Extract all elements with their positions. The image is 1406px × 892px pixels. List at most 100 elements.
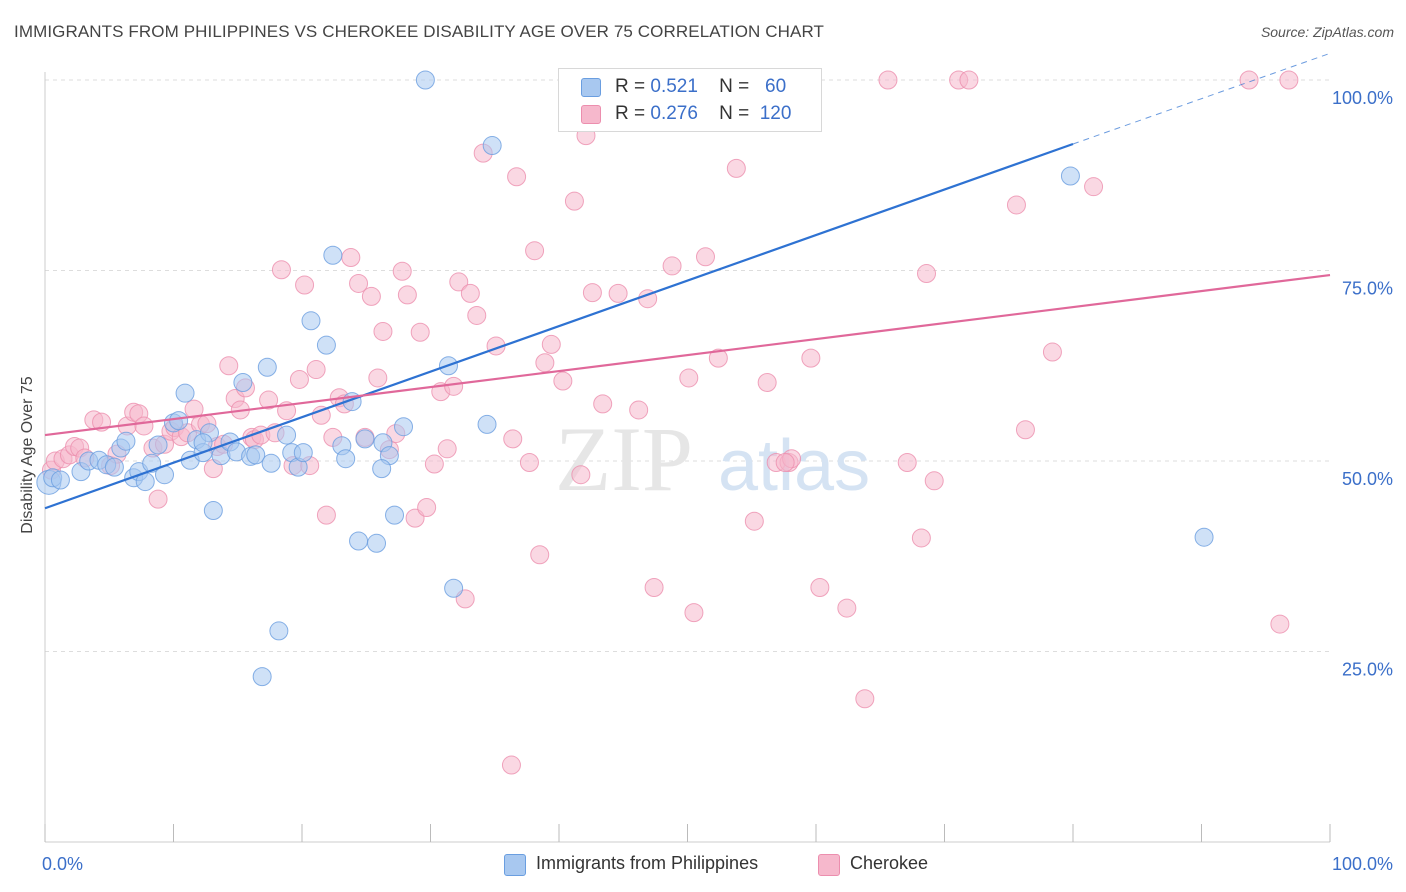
philippines-point — [269, 621, 289, 641]
cherokee-point — [1006, 195, 1026, 215]
cherokee-point — [368, 368, 388, 388]
cherokee-point — [855, 689, 875, 709]
philippines-point — [415, 70, 435, 90]
legend-r-label: R = — [615, 103, 646, 124]
y-tick-label: 25.0% — [1342, 660, 1393, 680]
cherokee-point — [295, 275, 315, 295]
cherokee-point — [726, 158, 746, 178]
y-tick-label: 75.0% — [1342, 279, 1393, 299]
cherokee-point — [571, 465, 591, 485]
cherokee-point — [629, 400, 649, 420]
cherokee-point — [897, 453, 917, 473]
cherokee-point — [341, 248, 361, 268]
cherokee-point — [271, 260, 291, 280]
bottom-legend-swatch-blue — [504, 854, 526, 876]
cherokee-point — [924, 471, 944, 491]
philippines-point — [385, 505, 405, 525]
legend-r-value: 0.276 — [650, 103, 698, 124]
legend-swatch-blue — [581, 78, 601, 97]
legend-n-label: N = — [719, 103, 750, 124]
y-tick-label: 100.0% — [1332, 88, 1393, 108]
cherokee-point — [392, 261, 412, 281]
cherokee-point — [911, 528, 931, 548]
cherokee-point — [306, 360, 326, 380]
cherokee-trendline — [44, 273, 1331, 437]
cherokee-point — [444, 376, 464, 396]
x-tick-label: 0.0% — [42, 854, 83, 874]
source-note: Source: ZipAtlas.com — [1260, 24, 1394, 40]
cherokee-point — [1279, 70, 1299, 90]
philippines-point — [482, 136, 502, 156]
x-tick-label: 100.0% — [1332, 854, 1393, 874]
cherokee-point — [959, 70, 979, 90]
cherokee-point — [148, 489, 168, 509]
cherokee-point — [708, 348, 728, 368]
philippines-point — [1060, 166, 1080, 186]
philippines-point — [336, 449, 356, 469]
cherokee-point — [553, 371, 573, 391]
cherokee-point — [373, 321, 393, 341]
philippines-point — [477, 414, 497, 434]
cherokee-point — [501, 755, 521, 775]
cherokee-point — [437, 439, 457, 459]
philippines-point — [257, 357, 277, 377]
watermark-zip: ZIP — [555, 408, 693, 510]
philippines-point — [246, 445, 266, 465]
cherokee-point — [1270, 614, 1290, 634]
cherokee-point — [316, 505, 336, 525]
cherokee-point — [530, 545, 550, 565]
correlation-legend: R = 0.521 N = 60 R = 0.276 N = 120 — [558, 68, 822, 132]
philippines-point — [50, 470, 70, 490]
cherokee-point — [467, 305, 487, 325]
philippines-trendline-extension — [1072, 52, 1331, 145]
cherokee-point — [684, 603, 704, 623]
philippines-point — [444, 578, 464, 598]
bottom-legend-label: Cherokee — [850, 853, 929, 873]
cherokee-point — [535, 353, 555, 373]
philippines-point — [372, 459, 392, 479]
philippines-point — [301, 311, 321, 331]
philippines-point — [203, 501, 223, 521]
legend-n-value: 120 — [759, 103, 792, 124]
legend-n-value: 60 — [765, 76, 787, 97]
philippines-point — [148, 435, 168, 455]
cherokee-point — [541, 334, 561, 354]
cherokee-point — [1084, 177, 1104, 197]
cherokee-point — [744, 511, 764, 531]
cherokee-point — [460, 283, 480, 303]
y-axis-label: Disability Age Over 75 — [19, 376, 36, 534]
philippines-point — [316, 335, 336, 355]
philippines-trendline — [44, 142, 1074, 510]
cherokee-point — [662, 256, 682, 276]
philippines-point — [233, 373, 253, 393]
philippines-point — [104, 457, 124, 477]
philippines-point — [252, 667, 272, 687]
cherokee-point — [801, 348, 821, 368]
philippines-point — [394, 417, 414, 437]
legend-n-label: N = — [719, 76, 750, 97]
legend-swatch-pink — [581, 105, 601, 124]
philippines-point — [261, 453, 281, 473]
cherokee-point — [608, 283, 628, 303]
cherokee-point — [349, 273, 369, 293]
cherokee-point — [397, 285, 417, 305]
cherokee-point — [757, 373, 777, 393]
cherokee-point — [695, 247, 715, 267]
philippines-point — [277, 425, 297, 445]
philippines-point — [116, 431, 136, 451]
cherokee-point — [503, 429, 523, 449]
cherokee-point — [593, 394, 613, 414]
cherokee-point — [311, 405, 331, 425]
cherokee-point — [519, 453, 539, 473]
cherokee-point — [1239, 70, 1259, 90]
chart-title: IMMIGRANTS FROM PHILIPPINES VS CHEROKEE … — [14, 22, 825, 41]
cherokee-point — [259, 390, 279, 410]
cherokee-point — [917, 264, 937, 284]
cherokee-point — [410, 322, 430, 342]
cherokee-point — [449, 272, 469, 292]
legend-r-value: 0.521 — [650, 76, 698, 97]
cherokee-point — [1042, 342, 1062, 362]
y-tick-label: 50.0% — [1342, 469, 1393, 489]
cherokee-point — [361, 286, 381, 306]
